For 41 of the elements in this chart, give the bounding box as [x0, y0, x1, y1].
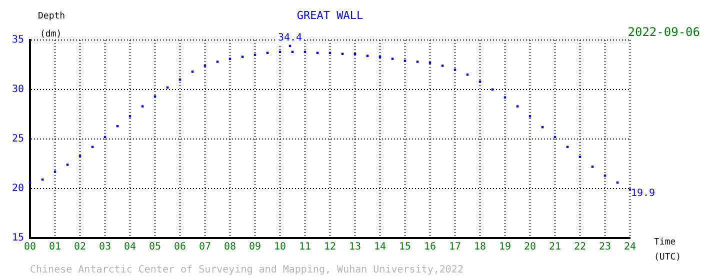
x-tick-label: 08 [224, 242, 236, 253]
x-tick-label: 10 [274, 242, 286, 253]
x-tick-label: 20 [524, 242, 536, 253]
x-tick-label: 22 [574, 242, 586, 253]
point [541, 126, 544, 128]
y-tick-label: 25 [12, 134, 24, 145]
point [304, 50, 306, 54]
text: 2022-09-06 [628, 25, 700, 40]
x-tick-label: 12 [324, 242, 336, 253]
y-tick-label: 20 [12, 183, 24, 194]
chart-title: GREAT WALL [296, 8, 364, 22]
y-tick-label: 35 [12, 34, 24, 46]
x-tick-label: 02 [74, 242, 86, 253]
x-tick-label: 14 [374, 242, 386, 253]
point [291, 50, 294, 54]
x-tick-label: 11 [298, 242, 312, 253]
x-tick-label: 21 [548, 242, 562, 253]
x-tick-label: 17 [448, 242, 462, 253]
x-tick-label: 18 [474, 242, 486, 253]
x-tick-label: 07 [198, 242, 212, 253]
x-axis-title: Time (UTC) [654, 237, 682, 262]
x-tick-label: 24 [624, 242, 636, 253]
x-tick-label: 01 [48, 242, 62, 253]
x-tick-label: 15 [398, 242, 412, 253]
x-tick-label: 23 [598, 242, 612, 253]
y-tick-label: 15 [12, 232, 24, 244]
point [278, 50, 282, 54]
text: Chinese Antarctic Center of Surveying and Mapping, Wuhan University,2022 [30, 264, 464, 276]
x-tick-label: 00 [24, 242, 36, 253]
x-tick-label: 04 [124, 242, 136, 253]
y-axis-title: Depth (dm) [38, 11, 66, 40]
x-tick-label: 09 [248, 242, 262, 253]
x-tick-label: 13 [348, 242, 362, 253]
y-tick-label: 30 [12, 84, 24, 96]
x-tick-label: 19 [498, 242, 512, 253]
x-tick-label: 05 [148, 242, 162, 253]
x-tick-label: 06 [174, 242, 186, 253]
x-tick-label: 16 [424, 242, 436, 253]
annotation: 19.9 [631, 188, 656, 200]
x-tick-label: 03 [98, 242, 112, 253]
annotation: 34.4 [278, 32, 302, 44]
